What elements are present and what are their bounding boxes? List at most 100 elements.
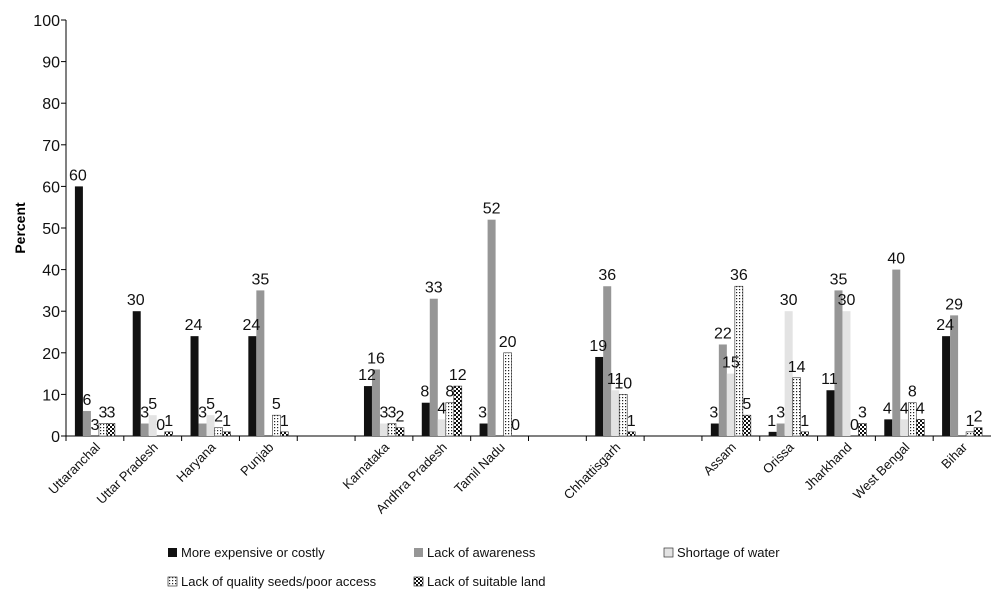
bar [768,431,777,436]
bar-value-label: 20 [499,334,517,351]
bar-value-label: 5 [742,396,751,413]
bar [429,298,438,436]
bar-value-label: 3 [98,405,107,422]
y-tick-label: 0 [51,429,60,446]
bar [453,385,463,437]
bar-value-label: 24 [242,317,260,334]
x-tick-label: Bihar [938,439,971,472]
bar-value-label: 4 [437,400,446,417]
bar [371,369,380,436]
legend-swatch [168,548,177,557]
bar [363,386,372,436]
bar-value-label: 3 [90,417,99,434]
bar-value-label: 1 [800,413,809,430]
bar [950,315,959,436]
bar-value-label: 40 [887,251,905,268]
x-tick-label: Punjab [237,440,276,479]
bar-value-label: 5 [148,396,157,413]
x-tick-label: West Bengal [850,439,913,502]
y-tick-label: 90 [42,55,60,72]
bar [784,311,793,436]
bar [915,419,925,437]
bar-value-label: 5 [206,396,215,413]
x-tick-label: Assam [700,440,739,479]
bar-value-label: 16 [367,350,385,367]
bar-value-label: 3 [776,405,785,422]
y-axis-label: Percent [12,202,28,254]
x-tick-label: Uttar Pradesh [94,440,161,507]
bar [734,285,744,437]
x-tick-label: Chhattisgarh [561,440,624,503]
bar-value-label: 4 [883,400,892,417]
bar-value-label: 15 [722,355,740,372]
bar-value-label: 0 [511,417,520,434]
bar-value-label: 52 [483,201,501,218]
bar-value-label: 30 [780,292,798,309]
bar-value-label: 3 [380,405,389,422]
bar-value-label: 8 [420,384,429,401]
bar-value-label: 3 [198,405,207,422]
bar [884,419,893,436]
y-tick-label: 50 [42,221,60,238]
y-axis: 0 10 20 30 40 50 60 70 80 90 100 [33,13,67,446]
bar-value-label: 3 [140,405,149,422]
bar [942,336,951,436]
bar-value-label: 8 [908,384,917,401]
legend-label: Lack of suitable land [427,574,546,589]
bar [595,356,604,436]
bar-value-label: 5 [272,396,281,413]
bar [487,219,496,436]
bar-value-label: 33 [425,280,443,297]
bar-value-label: 3 [709,405,718,422]
bar [280,431,289,437]
bar-value-label: 14 [788,359,806,376]
bar-value-label: 1 [767,413,776,430]
legend-label: Shortage of water [677,545,780,560]
bar [74,186,83,436]
bar [834,290,843,436]
bar [973,427,983,437]
y-tick-label: 40 [42,263,60,280]
bar-value-label: 4 [900,400,909,417]
bar-value-label: 8 [445,384,454,401]
bar [503,352,512,437]
bar-value-label: 19 [589,338,607,355]
bar [826,390,835,436]
bar-value-label: 35 [830,271,848,288]
bar-value-label: 12 [449,367,467,384]
bar [726,373,735,436]
x-tick-label: Haryana [173,439,219,485]
bar [140,423,149,436]
bar [198,423,207,436]
bar-value-label: 1 [280,413,289,430]
x-tick-label: Orissa [760,439,798,477]
bar-value-label: 29 [945,296,963,313]
legend-swatch [167,576,178,587]
x-tick-label: Jharkhand [801,440,855,494]
bar-value-label: 11 [821,371,838,388]
bar [603,286,612,436]
bar-value-label: 2 [974,409,983,426]
bar-value-label: 3 [858,405,867,422]
bar [611,390,620,436]
bar [164,431,174,437]
y-tick-label: 20 [42,346,60,363]
bar [626,431,636,437]
bar-value-label: 24 [936,317,954,334]
bar [742,414,752,437]
bar-value-label: 10 [614,375,632,392]
bar [395,427,405,437]
bar [618,394,628,437]
bar [965,431,975,437]
bar [437,419,446,436]
bar-value-label: 30 [838,292,856,309]
legend-label: Lack of quality seeds/poor access [181,574,377,589]
legend-swatch [663,547,674,558]
bar-value-label: 35 [251,271,269,288]
bar [858,423,867,437]
bar-value-label: 0 [850,417,859,434]
legend-label: More expensive or costly [181,545,325,560]
